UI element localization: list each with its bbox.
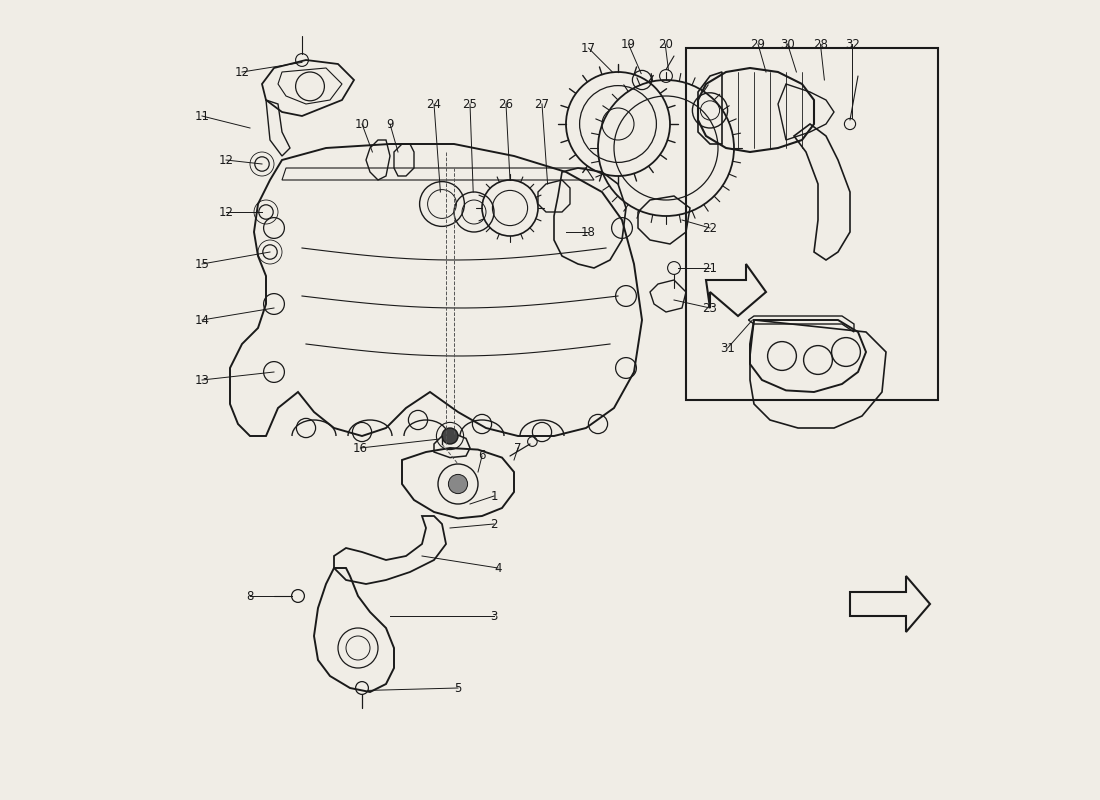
Text: 4: 4: [494, 562, 502, 574]
Text: 17: 17: [581, 42, 596, 54]
Text: 13: 13: [195, 374, 209, 386]
Text: 21: 21: [703, 262, 717, 274]
Text: 32: 32: [845, 38, 860, 50]
Text: 12: 12: [219, 154, 233, 166]
Text: 8: 8: [246, 590, 254, 602]
Text: 29: 29: [750, 38, 766, 50]
Text: 20: 20: [658, 38, 672, 50]
Text: 16: 16: [353, 442, 367, 454]
Text: 5: 5: [454, 682, 462, 694]
Text: 9: 9: [386, 118, 394, 130]
Text: 24: 24: [427, 98, 441, 110]
Text: 15: 15: [195, 258, 209, 270]
Circle shape: [442, 428, 458, 444]
Text: 12: 12: [234, 66, 250, 78]
Circle shape: [449, 474, 468, 494]
Text: 22: 22: [703, 222, 717, 234]
Bar: [686, 48, 938, 400]
Text: 27: 27: [535, 98, 550, 110]
Text: 26: 26: [498, 98, 514, 110]
Text: 1: 1: [491, 490, 497, 502]
Text: 25: 25: [463, 98, 477, 110]
Text: 3: 3: [491, 610, 497, 622]
Text: 19: 19: [620, 38, 636, 50]
Text: 6: 6: [478, 450, 486, 462]
Text: 14: 14: [195, 314, 209, 326]
Text: 28: 28: [813, 38, 828, 50]
Text: 23: 23: [703, 302, 717, 314]
Text: 12: 12: [219, 206, 233, 218]
Text: 11: 11: [195, 110, 209, 122]
Text: 31: 31: [720, 342, 735, 354]
Text: 7: 7: [515, 442, 521, 454]
Text: 18: 18: [581, 226, 596, 238]
Text: 30: 30: [780, 38, 795, 50]
Text: 10: 10: [354, 118, 370, 130]
Text: 2: 2: [491, 518, 497, 530]
